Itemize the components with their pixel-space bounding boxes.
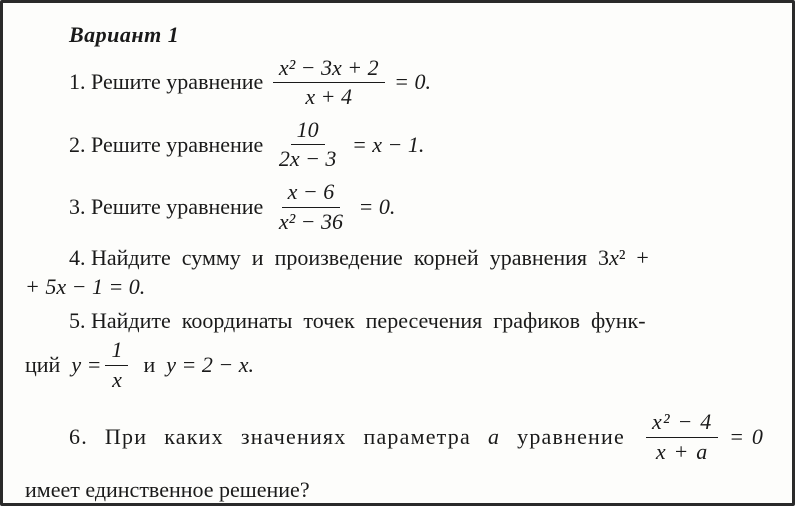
y-eq: y =	[71, 351, 101, 380]
text: Найдите сумму и произведение корней урав…	[91, 245, 609, 270]
problem-3: 3. Решите уравнение x − 6 x² − 36 = 0.	[69, 178, 764, 236]
numerator: x − 6	[282, 178, 341, 208]
fraction: 10 2x − 3	[273, 116, 343, 174]
w: значениях	[241, 423, 347, 452]
numerator: x² − 3x + 2	[273, 54, 385, 84]
problem-tail: = 0.	[353, 193, 395, 222]
problem-line2: имеет единственное решение?	[25, 476, 310, 505]
numerator: 10	[291, 116, 325, 146]
numerator: x² − 4	[646, 408, 718, 438]
w: каких	[164, 423, 224, 452]
problem-2: 2. Решите уравнение 10 2x − 3 = x − 1.	[69, 116, 764, 174]
param-a: a	[488, 423, 500, 452]
problem-line1: 4. Найдите сумму и произведение корней у…	[69, 244, 649, 273]
worksheet-page: Вариант 1 1. Решите уравнение x² − 3x + …	[0, 0, 795, 506]
w: уравнение	[517, 423, 625, 452]
problem-number: 4.	[69, 245, 86, 270]
w: При	[105, 423, 147, 452]
problem-line1: 5. Найдите координаты точек пересечения …	[69, 307, 646, 336]
variant-title: Вариант 1	[69, 21, 764, 50]
denominator: x + a	[650, 438, 715, 467]
fraction: x² − 3x + 2 x + 4	[273, 54, 385, 112]
y2: y = 2 − x.	[166, 351, 254, 380]
problem-number: 5.	[69, 308, 86, 333]
and-text: и	[132, 351, 166, 380]
fraction: x − 6 x² − 36	[273, 178, 349, 236]
problem-number: 1.	[69, 68, 86, 97]
problem-5: 5. Найдите координаты точек пересечения …	[25, 307, 764, 394]
problem-number: 3.	[69, 193, 86, 222]
numerator: 1	[105, 336, 128, 366]
denominator: x² − 36	[273, 208, 349, 237]
tail: = 0	[722, 423, 764, 452]
problem-tail: = 0.	[389, 68, 431, 97]
problem-lead-text: Решите уравнение	[91, 68, 269, 97]
w: параметра	[363, 423, 470, 452]
problem-1: 1. Решите уравнение x² − 3x + 2 x + 4 = …	[69, 54, 764, 112]
problem-lead-text: Решите уравнение	[91, 131, 269, 160]
text: ций	[25, 351, 71, 380]
problem-lead-text: Решите уравнение	[91, 193, 269, 222]
var: x	[609, 245, 619, 270]
text: ² +	[619, 245, 649, 270]
denominator: x + 4	[299, 83, 358, 112]
problem-number: 2.	[69, 131, 86, 160]
fraction: 1 x	[105, 336, 128, 394]
problem-4: 4. Найдите сумму и произведение корней у…	[25, 244, 764, 301]
problem-6: 6. При каких значениях параметра a уравн…	[25, 408, 764, 505]
problem-line2: + 5x − 1 = 0.	[25, 273, 145, 302]
fraction: x² − 4 x + a	[646, 408, 718, 466]
denominator: 2x − 3	[273, 145, 343, 174]
denominator: x	[106, 366, 128, 395]
problem-tail: = x − 1.	[346, 131, 424, 160]
problem-number: 6.	[69, 423, 88, 452]
text: Найдите координаты точек пересечения гра…	[91, 308, 646, 333]
